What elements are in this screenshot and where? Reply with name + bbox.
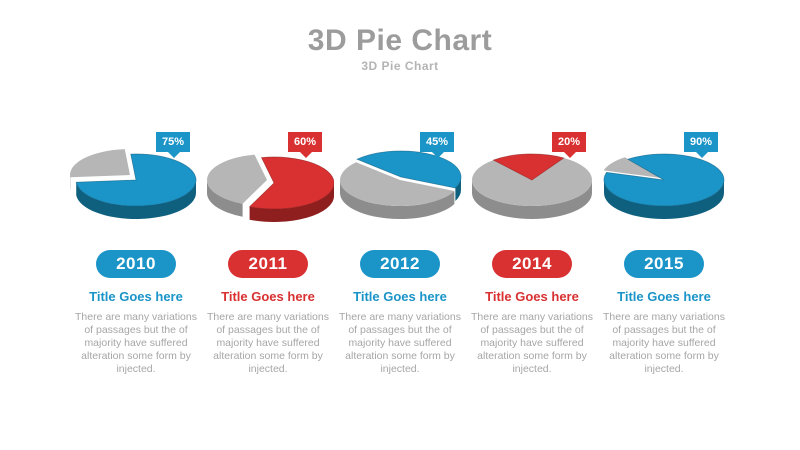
column-title: Title Goes here bbox=[485, 289, 579, 304]
pie-area: 60% bbox=[202, 124, 334, 236]
percentage-badge: 45% bbox=[419, 132, 454, 158]
pie-area: 90% bbox=[598, 124, 730, 236]
year-pill: 2014 bbox=[492, 250, 572, 278]
pie-chart-2010-icon bbox=[70, 149, 197, 219]
column-description: There are many variations of passages bu… bbox=[603, 311, 725, 375]
percentage-badge: 60% bbox=[287, 132, 322, 158]
page-title: 3D Pie Chart bbox=[307, 24, 493, 57]
column-description: There are many variations of passages bu… bbox=[207, 311, 329, 375]
column-title: Title Goes here bbox=[617, 289, 711, 304]
percentage-badge: 90% bbox=[683, 132, 718, 158]
pie-column-2015: 90% 2015 Title Goes here There are many … bbox=[598, 124, 730, 376]
pie-chart-2014-icon bbox=[471, 153, 592, 219]
pie-chart-2012-icon bbox=[340, 150, 462, 220]
year-pill: 2010 bbox=[96, 250, 176, 278]
column-title: Title Goes here bbox=[221, 289, 315, 304]
column-title: Title Goes here bbox=[89, 289, 183, 304]
pie-column-2011: 60% 2011 Title Goes here There are many … bbox=[202, 124, 334, 376]
pie-area: 45% bbox=[334, 124, 466, 236]
pie-column-2010: 75% 2010 Title Goes here There are many … bbox=[70, 124, 202, 376]
pie-area: 20% bbox=[466, 124, 598, 236]
column-title: Title Goes here bbox=[353, 289, 447, 304]
pie-column-2012: 45% 2012 Title Goes here There are many … bbox=[334, 124, 466, 376]
percentage-badge: 20% bbox=[551, 132, 586, 158]
year-pill: 2011 bbox=[228, 250, 308, 278]
page-subtitle: 3D Pie Chart bbox=[361, 59, 439, 73]
slide-header: 3D Pie Chart 3D Pie Chart bbox=[0, 0, 800, 74]
column-description: There are many variations of passages bu… bbox=[75, 311, 197, 375]
year-pill: 2012 bbox=[360, 250, 440, 278]
column-description: There are many variations of passages bu… bbox=[471, 311, 593, 375]
year-pill: 2015 bbox=[624, 250, 704, 278]
pie-chart-2011-icon bbox=[207, 154, 334, 222]
pie-area: 75% bbox=[70, 124, 202, 236]
pie-column-2014: 20% 2014 Title Goes here There are many … bbox=[466, 124, 598, 376]
column-description: There are many variations of passages bu… bbox=[339, 311, 461, 375]
pie-chart-2015-icon bbox=[603, 153, 725, 219]
pie-columns-row: 75% 2010 Title Goes here There are many … bbox=[70, 124, 730, 376]
percentage-badge: 75% bbox=[155, 132, 190, 158]
